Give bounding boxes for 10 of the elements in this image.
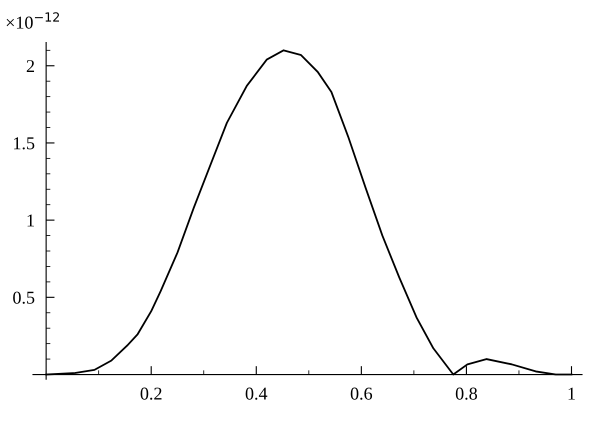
x-tick-label: 1 xyxy=(568,388,575,400)
x-tick-label: 0.6 xyxy=(350,388,372,400)
text: ×10$^{−12}$ xyxy=(6,12,60,29)
y-tick-label: 2 xyxy=(26,60,34,72)
y-tick-label: 0.5 xyxy=(13,292,34,304)
y-tick-label: 1.5 xyxy=(14,137,34,150)
y-tick-label: 1 xyxy=(28,214,34,226)
x-tick-label: 0.8 xyxy=(456,388,478,400)
x-tick-label: 0.4 xyxy=(246,388,268,400)
x-tick-label: 0.2 xyxy=(140,388,162,400)
